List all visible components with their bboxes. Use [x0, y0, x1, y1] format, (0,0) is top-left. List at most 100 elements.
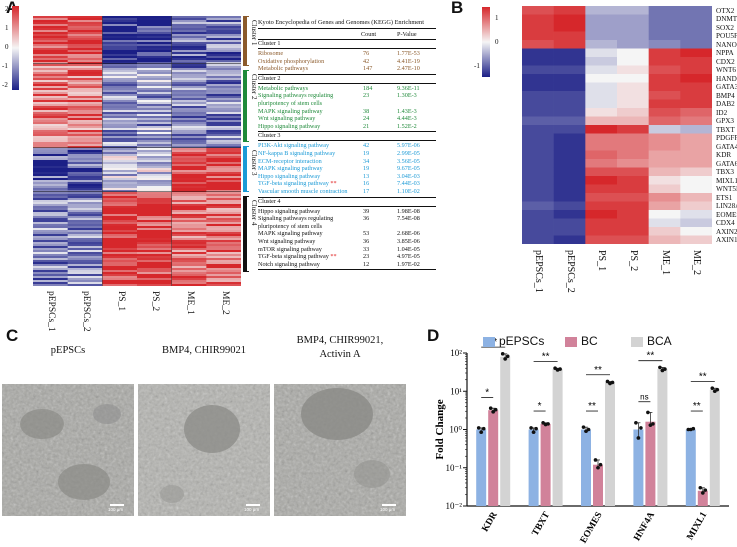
heatmap-a-cell [67, 136, 103, 139]
heatmap-a-cell [33, 16, 69, 19]
heatmap-a-cell [206, 132, 241, 135]
heatmap-a-cell [67, 144, 103, 147]
heatmap-a-cell [137, 268, 173, 271]
heatmap-a-cell [137, 16, 173, 19]
heatmap-a-cell [102, 90, 138, 93]
heatmap-a-cell [171, 250, 207, 253]
kegg-term: Ribosome [258, 50, 284, 57]
heatmap-a-cell [137, 246, 173, 249]
heatmap-a-cell [67, 248, 103, 251]
heatmap-b-cell [648, 82, 681, 92]
kegg-pvalue: 4.41E-19 [397, 57, 420, 65]
heatmap-a-cell [137, 238, 173, 241]
kegg-term: Signaling pathways regulating [258, 215, 334, 223]
heatmap-b-cell [680, 210, 712, 219]
bar [657, 369, 668, 506]
heatmap-a-cell [206, 60, 241, 63]
heatmap-a-cell [137, 60, 173, 63]
heatmap-a-cell [33, 38, 69, 41]
heatmap-a-cell [33, 284, 69, 286]
heatmap-a-cell [137, 262, 173, 265]
heatmap-a-cell [206, 44, 241, 47]
heatmap-a-cell [67, 178, 103, 181]
heatmap-a-cell [33, 258, 69, 261]
heatmap-a-cell [137, 52, 173, 55]
kegg-pvalue: 4.44E-3 [397, 115, 417, 123]
heatmap-b-cell [680, 65, 712, 75]
heatmap-a-cell [171, 68, 207, 71]
heatmap-a-cell [206, 200, 241, 203]
kegg-pvalue: 7.44E-03 [397, 180, 420, 188]
colorbar-b-tick: 1 [495, 14, 499, 22]
heatmap-a-cell [206, 262, 241, 265]
heatmap-b-cell [585, 150, 618, 160]
heatmap-b-cell [585, 201, 618, 211]
heatmap-a-cell [67, 226, 103, 229]
heatmap-a-cell [102, 234, 138, 237]
heatmap-a-cell [102, 282, 138, 285]
kegg-term: MAPK signaling pathway [258, 165, 323, 173]
heatmap-a-cell [102, 232, 138, 235]
heatmap-a-cell [137, 132, 173, 135]
data-point [493, 407, 498, 412]
heatmap-a-cell [33, 252, 69, 255]
heatmap-a-cell [67, 190, 103, 193]
heatmap-b-cell [553, 210, 586, 219]
heatmap-a-cell [102, 148, 138, 151]
bar [593, 464, 603, 506]
heatmap-a-cell [206, 192, 241, 195]
heatmap-a-cell [171, 72, 207, 75]
heatmap-a-cell [137, 40, 173, 43]
heatmap-b-cell [617, 116, 649, 126]
heatmap-a [33, 16, 241, 286]
significance-label: * [538, 401, 542, 412]
heatmap-a-cell [102, 86, 138, 89]
cluster-side-label: Cluster 1 [250, 20, 258, 46]
heatmap-a-cell [206, 152, 241, 155]
heatmap-b-cell [585, 159, 618, 168]
heatmap-b-cell [617, 14, 649, 24]
heatmap-a-cell [67, 188, 103, 191]
kegg-term: PI3K-Akt signaling pathway [258, 142, 330, 150]
heatmap-a-cell [206, 126, 241, 129]
heatmap-a-cell [67, 150, 103, 153]
heatmap-a-cell [137, 86, 173, 89]
kegg-count: 36 [363, 238, 370, 245]
y-tick-label: 10⁻² [446, 501, 463, 511]
gene-label: EOMES [716, 210, 737, 219]
cluster-bar-tick [243, 271, 249, 272]
heatmap-a-cell [137, 36, 173, 39]
heatmap-b-cell [648, 142, 681, 151]
heatmap-a-cell [102, 142, 138, 145]
heatmap-b-cell [648, 14, 681, 24]
heatmap-a-cell [67, 160, 103, 163]
heatmap-a-cell [206, 218, 241, 221]
heatmap-a-cell [206, 250, 241, 253]
heatmap-b-cell [522, 227, 554, 236]
heatmap-b-cell [522, 82, 554, 92]
heatmap-a-cell [67, 64, 103, 67]
heatmap-a-cell [171, 44, 207, 47]
y-tick-label: 10¹ [450, 386, 462, 396]
heatmap-a-cell [67, 158, 103, 161]
heatmap-a-cell [33, 244, 69, 247]
micrograph-title: BMP4, CHIR99021 [161, 345, 246, 356]
heatmap-a-cell [206, 22, 241, 25]
kegg-term: Hippo signaling pathway [258, 207, 321, 215]
heatmap-a-cell [102, 182, 138, 185]
kegg-term: Hippo signaling pathway [258, 122, 321, 130]
heatmap-a-cell [206, 98, 241, 101]
x-category-label: EOMES [579, 511, 605, 546]
heatmap-b-cell [553, 193, 586, 202]
heatmap-b-cell [585, 184, 618, 194]
heatmap-a-cell [171, 280, 207, 283]
heatmap-a-cell [102, 174, 138, 177]
heatmap-a-cell [33, 40, 69, 43]
scale-bar-label: 100 μm [108, 507, 124, 512]
heatmap-a-cell [171, 20, 207, 23]
heatmap-b-cell [553, 65, 586, 75]
panel-c: pEPSCs BMP4, CHIR99021 BMP4, CHIR99021, Act… [0, 330, 410, 547]
heatmap-a-cell [137, 228, 173, 231]
heatmap-a-cell [137, 142, 173, 145]
heatmap-a-cell [33, 106, 69, 109]
